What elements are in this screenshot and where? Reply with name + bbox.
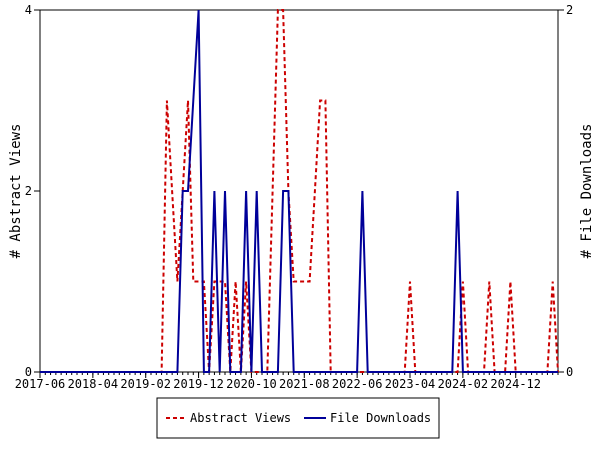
axis-ticks <box>34 9 564 378</box>
x-tick-label: 2020-10 <box>226 377 277 391</box>
y-right-tick-label: 2 <box>566 3 573 17</box>
y-left-tick-label: 0 <box>25 365 32 379</box>
plot-frame <box>39 9 559 373</box>
series-layer <box>40 9 559 373</box>
series-line-abstract-views <box>40 9 559 373</box>
y-left-tick-label: 4 <box>25 3 32 17</box>
legend: Abstract Views File Downloads <box>156 397 440 439</box>
legend-label-abstract-views: Abstract Views <box>190 411 291 425</box>
x-tick-label: 2024-02 <box>438 377 489 391</box>
x-tick-label: 2019-02 <box>120 377 171 391</box>
x-tick-label: 2023-04 <box>385 377 436 391</box>
legend-box <box>156 397 440 439</box>
legend-label-file-downloads: File Downloads <box>330 411 431 425</box>
series-line-file-downloads <box>40 9 558 373</box>
y-left-tick-label: 2 <box>25 184 32 198</box>
x-tick-label: 2017-06 <box>15 377 66 391</box>
y-axis-left-label: # Abstract Views <box>8 124 24 259</box>
tick-labels: 2017-06 2018-04 2019-02 2019-12 2020-10 2021-… <box>15 3 574 391</box>
x-tick-label: 2021-08 <box>279 377 330 391</box>
y-right-tick-label: 0 <box>566 365 573 379</box>
x-tick-label: 2018-04 <box>68 377 119 391</box>
x-tick-label: 2024-12 <box>490 377 541 391</box>
x-tick-label: 2019-12 <box>173 377 224 391</box>
y-axis-right-label: # File Downloads <box>579 124 595 259</box>
x-tick-label: 2022-06 <box>332 377 383 391</box>
